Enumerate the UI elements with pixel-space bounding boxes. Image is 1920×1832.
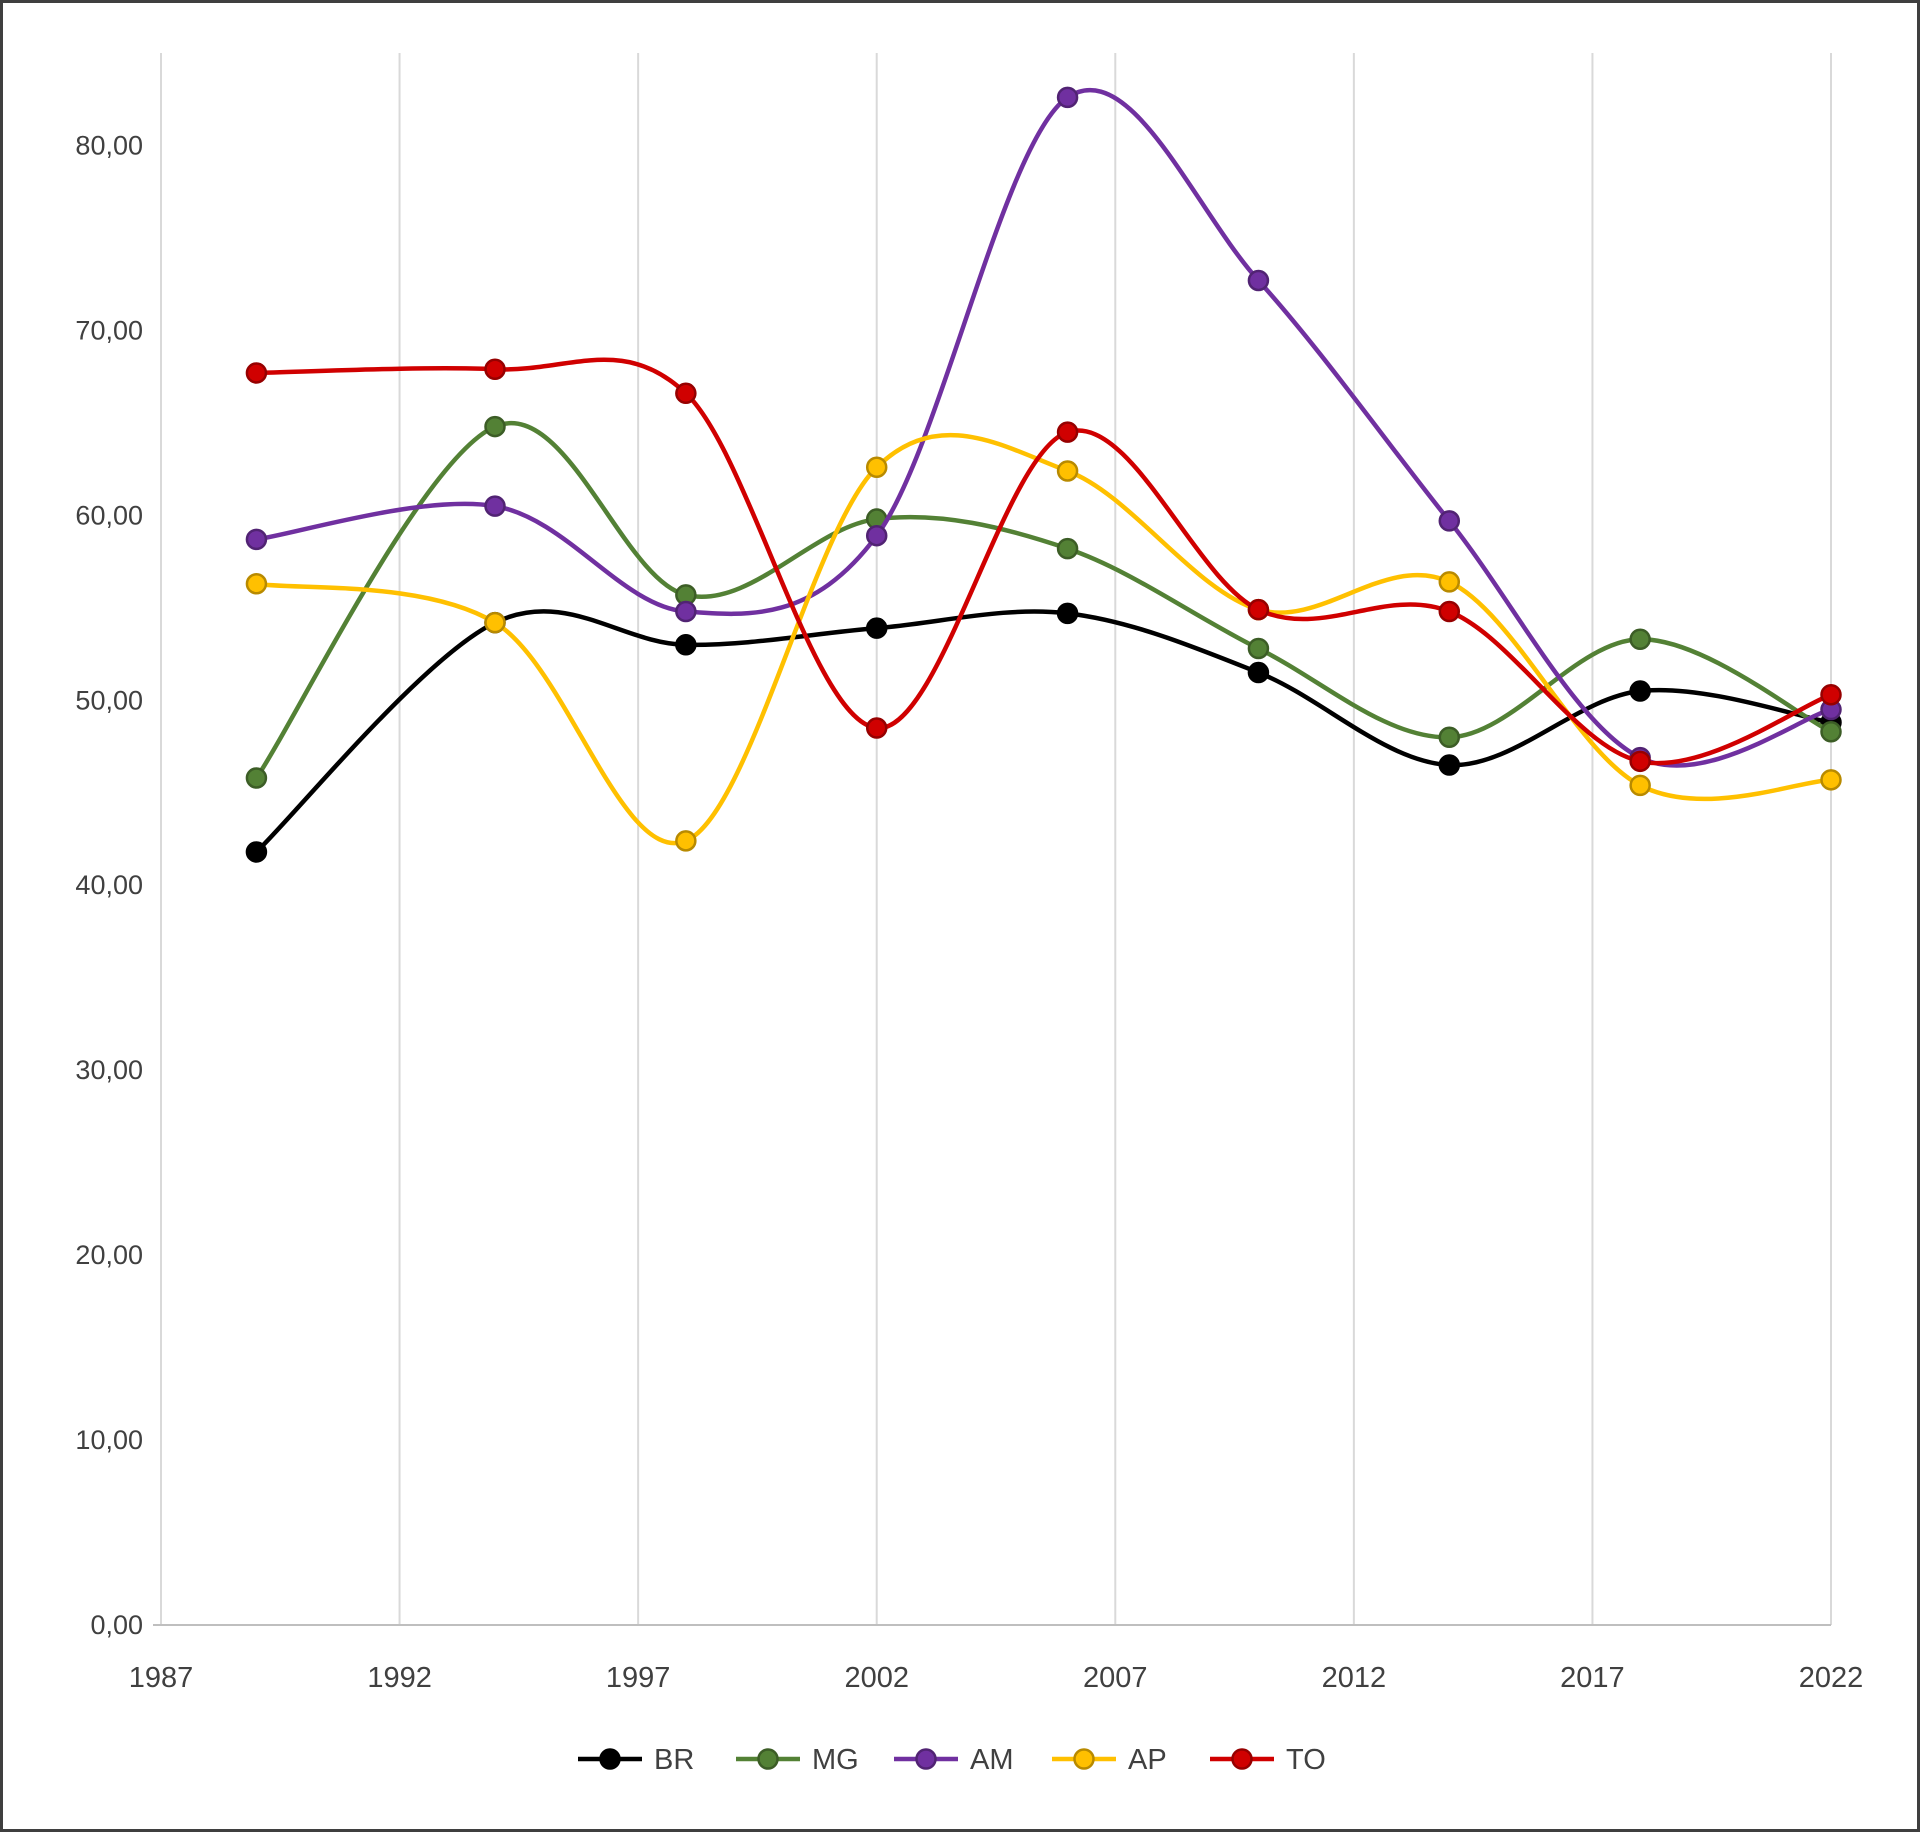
- series-marker-BR: [675, 634, 697, 656]
- series-marker-MG: [1438, 726, 1461, 749]
- series-marker-BR: [1247, 661, 1270, 684]
- legend-label-AP: AP: [1128, 1744, 1167, 1776]
- legend-item-BR: BR: [578, 1744, 694, 1776]
- y-tick-label: 40,00: [75, 870, 143, 900]
- series-marker-AM: [245, 528, 268, 551]
- series-marker-TO: [245, 362, 268, 384]
- series-marker-MG: [1820, 720, 1842, 743]
- series-marker-AP: [1820, 769, 1842, 791]
- legend-item-TO: TO: [1210, 1744, 1326, 1776]
- series-marker-AP: [1438, 571, 1461, 593]
- y-tick-label: 30,00: [75, 1055, 143, 1085]
- legend-label-MG: MG: [812, 1744, 859, 1776]
- y-tick-label: 0,00: [90, 1610, 143, 1640]
- legend-item-AM: AM: [894, 1744, 1014, 1776]
- series-marker-BR: [1629, 680, 1651, 702]
- series-marker-AP: [245, 573, 268, 595]
- series-marker-AM: [1056, 86, 1079, 109]
- series-marker-BR: [245, 841, 268, 863]
- series-marker-AP: [1056, 460, 1079, 482]
- series-line-BR: [254, 609, 1834, 855]
- x-tick-label: 1997: [606, 1662, 671, 1694]
- x-tick-label: 2007: [1083, 1662, 1148, 1694]
- legend-marker-AP: [1073, 1748, 1095, 1770]
- line-chart-svg: 0,00 10,00 20,00 30,00 40,00 50,00 60,00 70,00 8…: [75, 53, 1864, 1776]
- legend-marker-BR: [599, 1748, 621, 1770]
- x-tick-label: 1992: [367, 1662, 432, 1694]
- y-tick-label: 50,00: [75, 685, 143, 715]
- series-marker-TO: [675, 382, 697, 405]
- series-marker-MG: [1629, 628, 1651, 651]
- x-tick-label: 2022: [1799, 1662, 1864, 1694]
- series-marker-MG: [245, 767, 268, 789]
- y-tick-label: 80,00: [75, 130, 143, 160]
- legend-marker-AM: [915, 1748, 937, 1770]
- legend-item-MG: MG: [736, 1744, 859, 1776]
- series-marker-TO: [484, 358, 506, 380]
- series-marker-TO: [1247, 598, 1270, 621]
- legend-label-BR: BR: [654, 1744, 694, 1776]
- series-marker-BR: [1056, 602, 1079, 625]
- series-marker-MG: [1056, 537, 1079, 560]
- series-line-TO: [254, 357, 1834, 766]
- series-line-AP: [254, 432, 1834, 846]
- series-marker-MG: [1247, 637, 1270, 660]
- legend-label-TO: TO: [1286, 1744, 1326, 1776]
- x-tick-label: 2012: [1322, 1662, 1387, 1694]
- series-marker-BR: [865, 617, 888, 639]
- x-tick-label: 2002: [844, 1662, 909, 1694]
- series-marker-AM: [484, 495, 506, 517]
- series-line-MG: [254, 421, 1834, 781]
- legend-marker-MG: [757, 1748, 779, 1770]
- series-marker-BR: [1438, 754, 1461, 776]
- y-tick-label: 20,00: [75, 1240, 143, 1270]
- x-tick-label: 2017: [1560, 1662, 1625, 1694]
- series-marker-TO: [1629, 750, 1651, 773]
- y-tick-label: 60,00: [75, 500, 143, 530]
- series-marker-AM: [865, 524, 888, 547]
- series-marker-MG: [484, 415, 506, 438]
- legend-marker-TO: [1231, 1748, 1253, 1770]
- series-marker-AP: [675, 830, 697, 852]
- y-tick-label: 10,00: [75, 1425, 143, 1455]
- series-marker-TO: [1820, 683, 1842, 706]
- series-marker-AP: [865, 456, 888, 479]
- x-tick-label: 1987: [129, 1662, 194, 1694]
- legend-item-AP: AP: [1052, 1744, 1167, 1776]
- series-marker-AM: [1438, 510, 1461, 532]
- y-tick-label: 70,00: [75, 315, 143, 345]
- legend-label-AM: AM: [970, 1744, 1014, 1776]
- series-marker-TO: [865, 717, 888, 739]
- series-marker-AM: [1247, 269, 1270, 292]
- series-marker-AM: [675, 600, 697, 623]
- series-marker-AP: [1629, 774, 1651, 797]
- series-marker-TO: [1438, 600, 1461, 623]
- series-marker-AP: [484, 611, 506, 634]
- series-marker-TO: [1056, 421, 1079, 443]
